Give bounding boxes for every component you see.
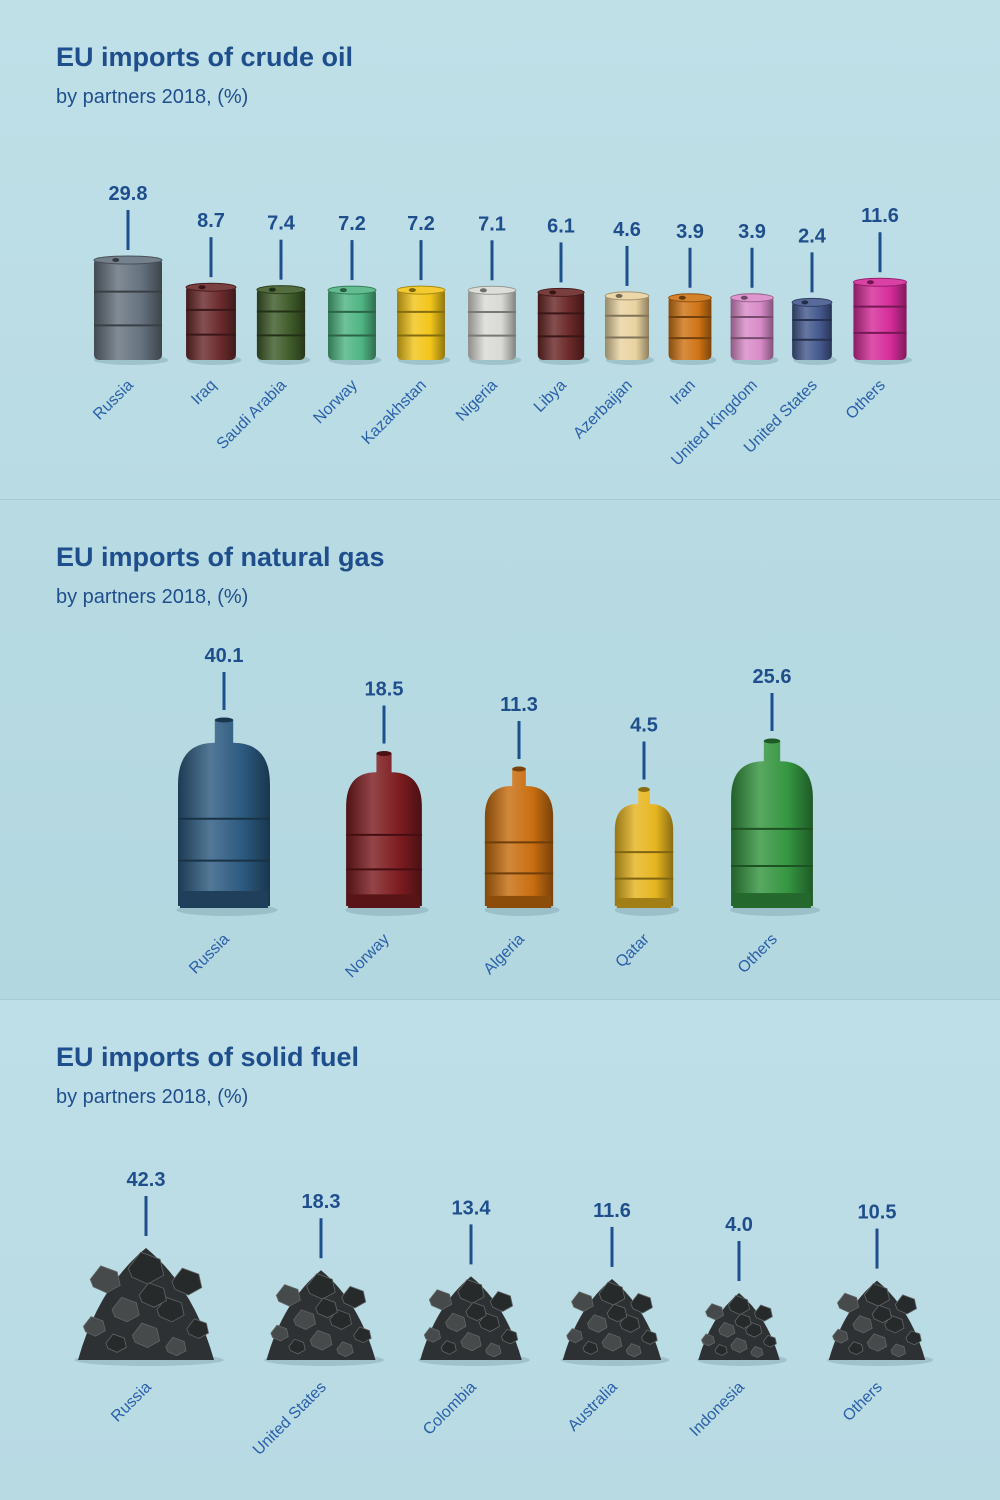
coal-pile-others: 10.5 xyxy=(826,1202,934,1366)
category-label: Others xyxy=(840,1379,886,1425)
barrel-russia: 29.8 xyxy=(93,183,169,365)
value-label: 4.6 xyxy=(613,219,641,241)
cylinder-others: 25.6 xyxy=(729,666,821,916)
category-label: Iran xyxy=(667,377,699,409)
value-label: 40.1 xyxy=(205,645,244,667)
value-label: 7.1 xyxy=(478,213,506,235)
natural-gas-panel: EU imports of natural gas by partners 20… xyxy=(0,500,1000,1000)
solid-fuel-panel: EU imports of solid fuel by partners 201… xyxy=(0,1000,1000,1500)
category-label: Nigeria xyxy=(453,377,501,425)
category-label: Others xyxy=(843,377,889,423)
category-label: Azerbaijan xyxy=(570,377,635,442)
category-label: Qatar xyxy=(613,930,654,971)
value-label: 3.9 xyxy=(676,221,704,243)
category-label: Russia xyxy=(108,1379,155,1426)
value-label: 11.3 xyxy=(500,694,538,716)
barrel-norway: 7.2 xyxy=(327,213,382,365)
category-label: Norway xyxy=(342,931,392,981)
value-label: 2.4 xyxy=(798,225,827,247)
category-label: Saudi Arabia xyxy=(214,377,290,453)
value-label: 11.6 xyxy=(593,1200,631,1222)
value-label: 10.5 xyxy=(858,1202,897,1224)
barrel-libya: 6.1 xyxy=(537,215,590,365)
barrel-azerbaijan: 4.6 xyxy=(604,219,655,365)
value-label: 18.5 xyxy=(365,679,404,701)
value-label: 7.4 xyxy=(267,213,296,235)
category-label: Kazakhstan xyxy=(359,377,430,448)
coal-pile-russia: 42.3 xyxy=(74,1169,224,1366)
barrel-others: 11.6 xyxy=(852,205,913,365)
crude-oil-chart: 29.8 Russia 8.7 Iraq 7.4 Saudi Arabia 7.2 Norwa… xyxy=(90,183,913,469)
category-label: United States xyxy=(250,1379,330,1459)
oil-subtitle: by partners 2018, (%) xyxy=(56,86,249,108)
barrel-iraq: 8.7 xyxy=(185,210,242,365)
solid-fuel-chart: 42.3 Russia 18.3 United States 13.4 Colombia 1… xyxy=(74,1169,934,1459)
natural-gas-chart: 40.1 Russia 18.5 Norway 11.3 Algeria 4.5 Qatar 2… xyxy=(176,645,821,981)
value-label: 25.6 xyxy=(753,666,792,688)
value-label: 4.0 xyxy=(725,1214,753,1236)
cylinder-algeria: 11.3 xyxy=(484,694,560,916)
value-label: 3.9 xyxy=(738,221,766,243)
coal-pile-indonesia: 4.0 xyxy=(697,1214,787,1366)
value-label: 4.5 xyxy=(630,714,658,736)
crude-oil-panel: EU imports of crude oil by partners 2018… xyxy=(0,0,1000,500)
category-label: Russia xyxy=(186,931,233,978)
barrel-kazakhstan: 7.2 xyxy=(396,213,451,365)
cylinder-russia: 40.1 xyxy=(176,645,278,916)
category-label: Others xyxy=(735,931,781,977)
value-label: 18.3 xyxy=(302,1191,341,1213)
coal-subtitle: by partners 2018, (%) xyxy=(56,1086,249,1108)
coal-title: EU imports of solid fuel xyxy=(56,1042,360,1072)
value-label: 7.2 xyxy=(338,213,366,235)
category-label: Australia xyxy=(565,1379,621,1435)
value-label: 42.3 xyxy=(127,1169,166,1191)
barrel-saudi-arabia: 7.4 xyxy=(256,213,311,365)
category-label: Norway xyxy=(310,377,360,427)
barrel-iran: 3.9 xyxy=(668,221,717,365)
value-label: 11.6 xyxy=(861,205,899,227)
category-label: Colombia xyxy=(420,1379,480,1439)
value-label: 8.7 xyxy=(197,210,225,232)
barrel-nigeria: 7.1 xyxy=(467,213,522,365)
coal-pile-colombia: 13.4 xyxy=(418,1197,530,1366)
cylinder-qatar: 4.5 xyxy=(614,714,680,916)
gas-title: EU imports of natural gas xyxy=(56,542,385,572)
coal-pile-united-states: 18.3 xyxy=(264,1191,384,1366)
category-label: Algeria xyxy=(481,931,528,978)
value-label: 29.8 xyxy=(109,183,148,205)
coal-pile-australia: 11.6 xyxy=(560,1200,670,1366)
cylinder-norway: 18.5 xyxy=(345,679,429,916)
category-label: Libya xyxy=(531,377,570,416)
value-label: 7.2 xyxy=(407,213,435,235)
barrel-united-states: 2.4 xyxy=(791,225,837,365)
category-label: Russia xyxy=(90,377,137,424)
category-label: Indonesia xyxy=(687,1379,748,1440)
value-label: 6.1 xyxy=(547,215,575,237)
gas-subtitle: by partners 2018, (%) xyxy=(56,586,249,608)
barrel-united-kingdom: 3.9 xyxy=(730,221,779,365)
value-label: 13.4 xyxy=(452,1197,492,1219)
category-label: Iraq xyxy=(188,377,220,409)
oil-title: EU imports of crude oil xyxy=(56,42,354,72)
